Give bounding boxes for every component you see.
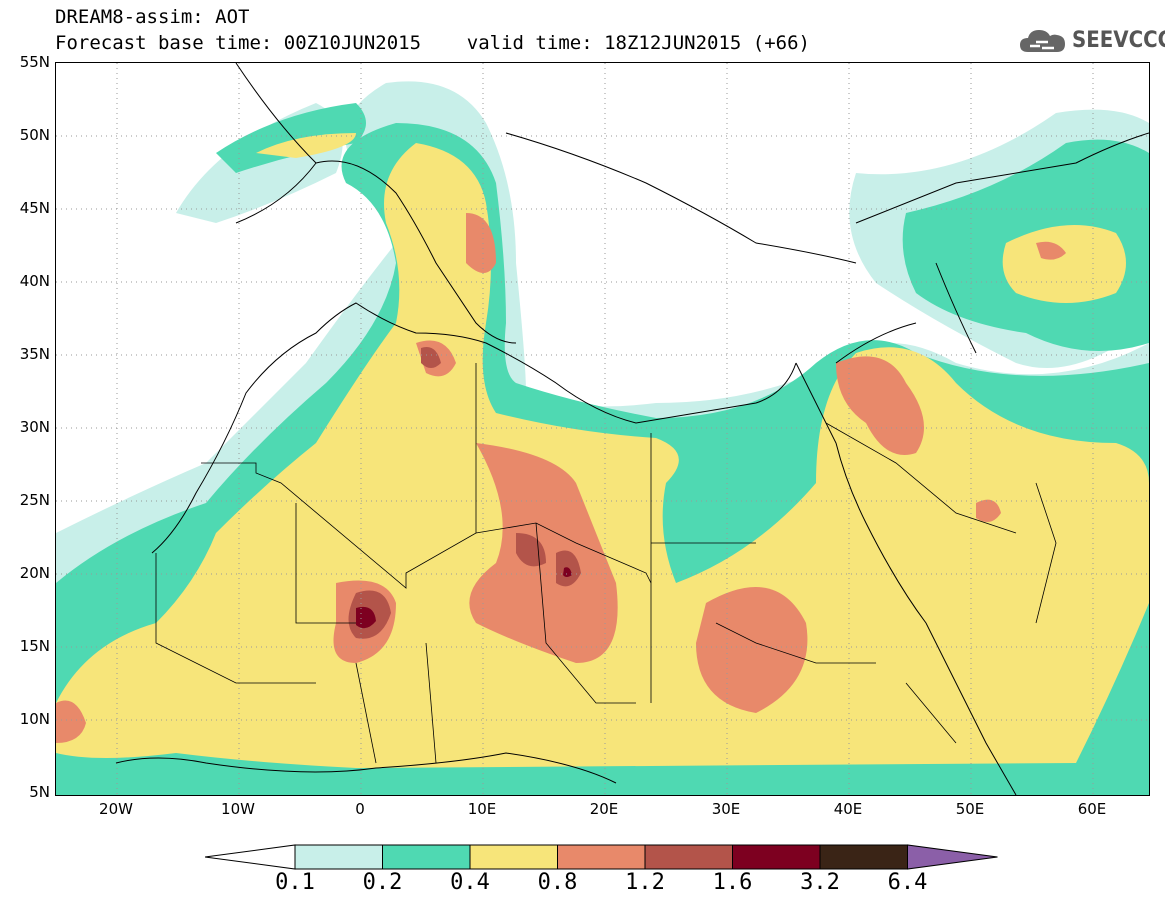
lon-tick-label: 40E: [833, 800, 863, 818]
lat-tick-label: 15N: [19, 637, 50, 655]
colorbar-segment: [732, 844, 821, 870]
map-title: DREAM8-assim: AOT: [55, 6, 250, 28]
colorbar-tick-label: 3.2: [800, 870, 840, 895]
aot-map-canvas: [56, 63, 1149, 795]
coastlines: [115, 63, 1149, 795]
country-borders: [155, 363, 1057, 764]
colorbar-tick-label: 0.4: [450, 870, 490, 895]
logo-text: SEEVCCC: [1072, 28, 1165, 53]
colorbar-tick-label: 0.8: [537, 870, 578, 895]
lat-tick-label: 35N: [19, 345, 50, 363]
lat-tick-label: 25N: [19, 491, 50, 509]
lon-tick-label: 0: [355, 800, 365, 818]
colorbar-svg: [204, 844, 998, 870]
colorbar-overflow-triangle: [907, 844, 998, 870]
lat-tick-label: 45N: [19, 199, 50, 217]
colorbar-tick-label: 6.4: [887, 870, 928, 895]
cloud-icon: [1020, 30, 1065, 52]
lat-tick-label: 10N: [19, 710, 50, 728]
lon-tick-label: 20E: [589, 800, 619, 818]
colorbar-tick-label: 0.2: [362, 870, 403, 895]
map-subtitle: Forecast base time: 00Z10JUN2015 valid t…: [55, 32, 810, 54]
lon-tick-label: 10E: [467, 800, 497, 818]
aot-map: [55, 62, 1150, 796]
colorbar-segment: [557, 844, 646, 870]
lat-tick-label: 50N: [19, 126, 50, 144]
lat-tick-label: 40N: [19, 272, 50, 290]
lon-tick-label: 20W: [99, 800, 133, 818]
lat-tick-label: 55N: [19, 53, 50, 71]
colorbar-tick-label: 1.2: [625, 870, 665, 895]
colorbar-tick-label: 0.1: [275, 870, 315, 895]
colorbar-segment: [382, 844, 471, 870]
colorbar-segment: [644, 844, 733, 870]
lon-tick-label: 10W: [221, 800, 255, 818]
aot-band-1-6: [356, 567, 572, 629]
lat-tick-label: 5N: [29, 783, 50, 801]
lon-tick-label: 50E: [955, 800, 985, 818]
colorbar-segment: [294, 844, 383, 870]
colorbar-segment: [819, 844, 908, 870]
colorbar-tick-label: 1.6: [712, 870, 753, 895]
lat-tick-label: 30N: [19, 418, 50, 436]
colorbar: [204, 843, 1000, 875]
graticule: [56, 63, 1149, 795]
lat-tick-label: 20N: [19, 564, 50, 582]
seevccc-logo: SEEVCCC: [1018, 24, 1165, 56]
lon-tick-label: 60E: [1077, 800, 1107, 818]
colorbar-underflow-triangle: [204, 844, 296, 870]
colorbar-segment: [469, 844, 558, 870]
lon-tick-label: 30E: [711, 800, 741, 818]
aot-band-0-4: [56, 133, 1149, 768]
